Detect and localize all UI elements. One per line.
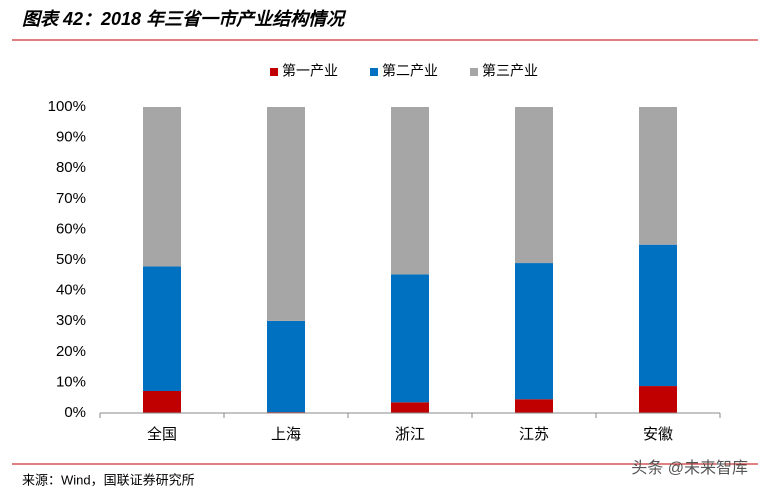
x-tick-label: 上海 (271, 426, 301, 443)
y-tick-label: 70% (56, 190, 86, 207)
legend-label: 第二产业 (382, 63, 438, 79)
legend-swatch (370, 68, 378, 76)
x-tick-label: 江苏 (519, 426, 549, 443)
legend-label: 第三产业 (482, 63, 538, 79)
y-tick-label: 10% (56, 373, 86, 390)
bar-segment (515, 107, 553, 264)
watermark: 头条 @未来智库 (631, 459, 748, 477)
bar-segment (267, 107, 305, 321)
chart-title: 图表 42：2018 年三省一市产业结构情况 (22, 9, 347, 29)
y-tick-label: 0% (64, 404, 86, 421)
bar-segment (143, 390, 181, 413)
x-tick-label: 安徽 (643, 426, 673, 443)
y-tick-label: 90% (56, 129, 86, 146)
legend-label: 第一产业 (282, 63, 338, 79)
legend-swatch (470, 68, 478, 76)
bar-segment (515, 263, 553, 400)
y-tick-label: 80% (56, 159, 86, 176)
source-note: 来源：Wind，国联证券研究所 (22, 472, 195, 487)
y-tick-label: 60% (56, 220, 86, 237)
bar-segment (515, 399, 553, 413)
y-tick-label: 30% (56, 312, 86, 329)
bar-segment (267, 320, 305, 413)
bar-segment (143, 107, 181, 267)
bar-segment (639, 386, 677, 413)
bar-segment (391, 274, 429, 403)
x-tick-label: 浙江 (395, 426, 425, 443)
x-tick-label: 全国 (147, 425, 177, 443)
bar-segment (143, 266, 181, 391)
bar-segment (639, 107, 677, 245)
y-tick-label: 50% (56, 251, 86, 268)
y-tick-label: 20% (56, 343, 86, 360)
bar-segment (391, 402, 429, 413)
bar-segment (391, 107, 429, 275)
y-tick-label: 100% (48, 98, 86, 115)
bar-segment (639, 244, 677, 387)
legend-swatch (270, 68, 278, 76)
y-tick-label: 40% (56, 282, 86, 299)
